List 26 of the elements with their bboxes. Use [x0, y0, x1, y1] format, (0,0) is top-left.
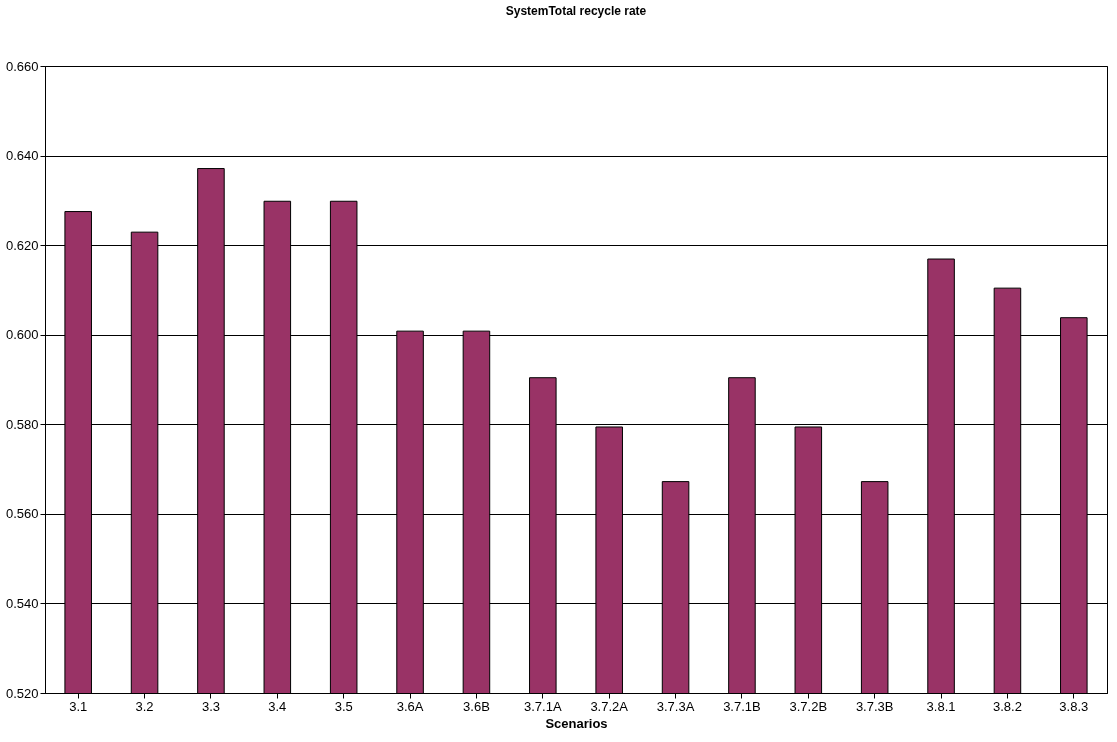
- y-tick-label: 0.640: [5, 148, 39, 164]
- x-tick-label: 3.7.1A: [524, 698, 562, 714]
- x-tick-label: 3.5: [334, 698, 353, 714]
- y-tick-label: 0.600: [5, 327, 39, 343]
- x-axis-title: Scenarios: [545, 715, 608, 731]
- x-tick-label: 3.7.3B: [855, 698, 894, 714]
- x-tick-label: 3.8.2: [992, 698, 1022, 714]
- y-tick-label: 0.660: [5, 58, 39, 74]
- y-tick-label: 0.560: [5, 506, 39, 522]
- chart-title: SystemTotal recycle rate: [505, 4, 647, 18]
- x-tick-label: 3.6B: [463, 698, 490, 714]
- y-tick-label: 0.620: [5, 237, 39, 253]
- x-tick-label: 3.7.2B: [789, 698, 828, 714]
- x-tick-label: 3.7.1B: [723, 698, 761, 714]
- x-tick-label: 3.3: [201, 698, 220, 714]
- y-tick-label: 0.520: [5, 685, 39, 701]
- x-tick-label: 3.8.3: [1059, 698, 1089, 714]
- x-tick-label: 3.2: [135, 698, 154, 714]
- x-tick-label: 3.7.3A: [656, 698, 695, 714]
- y-tick-label: 0.540: [5, 595, 39, 611]
- x-tick-label: 3.7.2A: [590, 698, 629, 714]
- x-tick-label: 3.6A: [396, 698, 424, 714]
- y-tick-label: 0.580: [5, 416, 39, 432]
- x-tick-label: 3.4: [268, 698, 287, 714]
- x-tick-label: 3.8.1: [926, 698, 956, 714]
- x-tick-label: 3.1: [69, 698, 88, 714]
